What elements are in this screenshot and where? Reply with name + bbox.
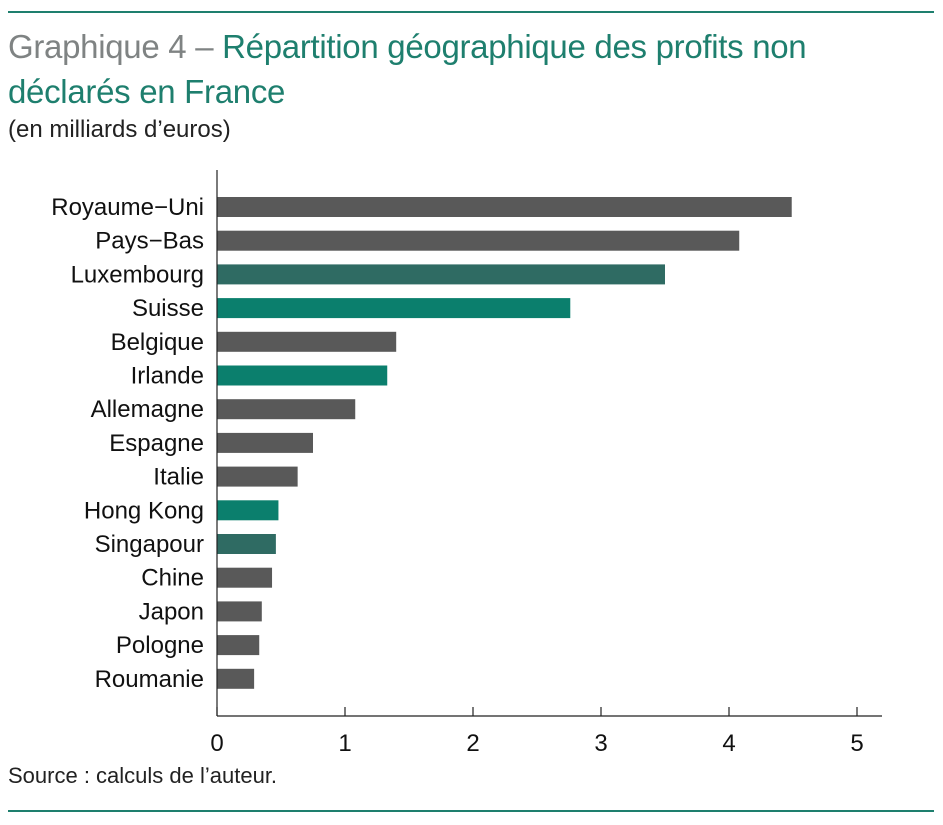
bars-group: [217, 197, 792, 689]
bar-espagne: [217, 432, 313, 453]
category-label-espagne: Espagne: [109, 430, 204, 457]
bar-italie: [217, 466, 298, 487]
bar-luxembourg: [217, 264, 665, 285]
x-tick-label-2: 2: [466, 730, 479, 757]
bar-allemagne: [217, 399, 356, 420]
x-tick-label-3: 3: [594, 730, 607, 757]
bar-roumanie: [217, 668, 255, 689]
top-rule: [8, 11, 934, 13]
category-label-italie: Italie: [153, 464, 204, 491]
bar-japon: [217, 601, 262, 622]
x-tick-label-4: 4: [722, 730, 735, 757]
x-tick-label-5: 5: [850, 730, 863, 757]
axes-group: [216, 170, 882, 717]
bar-belgique: [217, 331, 397, 352]
bar-chine: [217, 567, 273, 588]
category-label-chine: Chine: [141, 565, 204, 592]
category-label-pays-bas: Pays−Bas: [95, 228, 204, 255]
chart-title-main: Répartition géographique des profits non…: [8, 28, 807, 110]
category-label-roumanie: Roumanie: [95, 666, 204, 693]
bar-royaume-uni: [217, 197, 792, 217]
chart-title: Graphique 4 – Répartition géographique d…: [8, 24, 928, 114]
category-label-hong-kong: Hong Kong: [84, 497, 204, 524]
category-label-suisse: Suisse: [132, 295, 204, 322]
chart-subtitle: (en milliards d’euros): [8, 116, 231, 143]
category-label-allemagne: Allemagne: [91, 396, 204, 423]
category-label-pologne: Pologne: [116, 632, 204, 659]
source-note: Source : calculs de l’auteur.: [8, 763, 278, 788]
bar-pologne: [217, 635, 260, 656]
bar-chart: Royaume−Uni Pays−Bas Luxembourg Suisse Belgi…: [51, 170, 882, 757]
category-label-irlande: Irlande: [131, 363, 204, 390]
x-tick-labels: 0 1 2 3 4 5: [210, 730, 863, 757]
x-tick-label-0: 0: [210, 730, 223, 757]
category-label-singapour: Singapour: [95, 531, 204, 558]
chart-title-prefix: Graphique 4 –: [8, 28, 223, 65]
category-label-luxembourg: Luxembourg: [71, 261, 204, 288]
category-labels: Royaume−Uni Pays−Bas Luxembourg Suisse Belgi…: [51, 194, 204, 693]
category-label-japon: Japon: [139, 598, 204, 625]
bar-irlande: [217, 365, 388, 386]
bar-suisse: [217, 298, 571, 319]
bar-singapour: [217, 534, 276, 554]
category-label-belgique: Belgique: [111, 329, 204, 356]
x-tick-label-1: 1: [338, 730, 351, 757]
bar-hong-kong: [217, 500, 279, 521]
bottom-rule: [8, 810, 934, 812]
category-label-royaume-uni: Royaume−Uni: [51, 194, 204, 221]
bar-pays-bas: [217, 230, 740, 251]
